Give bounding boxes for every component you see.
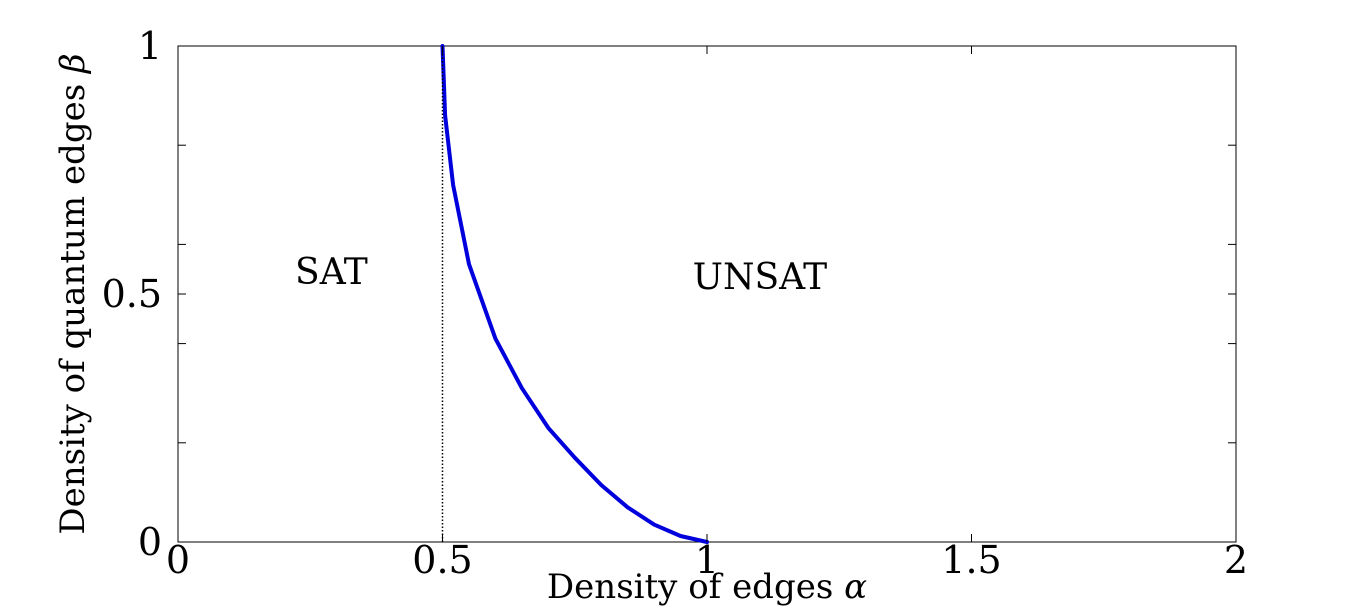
y-tick-label: 0.5 [102,272,162,316]
x-tick-label: 0 [166,538,190,582]
x-tick-label: 1.5 [941,538,1001,582]
y-axis-label: Density of quantum edges β [53,53,93,534]
y-axis-ticks: 00.51 [102,24,1236,564]
x-axis-symbol: α [844,567,867,607]
y-tick-label: 0 [138,520,162,564]
y-tick-label: 1 [138,24,162,68]
series-layer [440,44,709,544]
x-axis-ticks: 0 0.5 1 1.5 2 [166,46,1248,582]
region-label: UNSAT [693,257,828,298]
region-label: SAT [295,252,368,293]
x-tick-label: 0.5 [412,538,472,582]
x-axis-label: Density of edges α [547,567,867,607]
minor-ticks [178,144,1236,444]
phase-boundary-curve [440,44,709,544]
x-tick-label: 2 [1224,538,1248,582]
x-tick-label: 1 [695,538,719,582]
y-axis-label-text: Density of quantum edges [53,84,93,535]
y-axis-symbol: β [53,53,93,75]
annotations: SAT UNSAT [295,252,827,298]
x-axis-label-text: Density of edges [547,567,833,607]
